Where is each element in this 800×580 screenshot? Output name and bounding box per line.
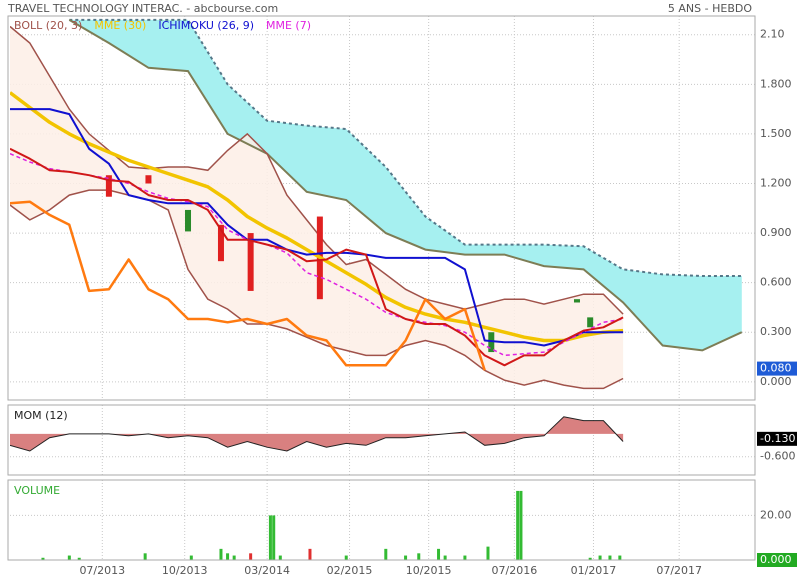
x-tick-label: 10/2015 (406, 564, 452, 577)
panel-1 (10, 405, 755, 475)
y-tick-label: 0.900 (760, 226, 792, 239)
momentum-area (10, 416, 624, 451)
last-value-box (757, 553, 797, 567)
volume-bar (437, 548, 441, 560)
x-tick-label: 07/2017 (656, 564, 702, 577)
y-tick-label: 0.300 (760, 325, 792, 338)
candle (185, 209, 192, 232)
x-tick-label: 02/2015 (327, 564, 373, 577)
volume-bar (272, 515, 276, 560)
panel-0 (10, 16, 755, 400)
chart-title: TRAVEL TECHNOLOGY INTERAC. - abcbourse.c… (7, 2, 278, 15)
candle (105, 175, 112, 197)
series-line (10, 91, 624, 343)
legend-entry: MME (7) (266, 19, 311, 32)
y-tick-label: 2.10 (760, 28, 785, 41)
panel-title: VOLUME (14, 484, 60, 497)
volume-bar (618, 555, 622, 560)
y-tick-label: 1.200 (760, 176, 792, 189)
x-tick-label: 07/2013 (79, 564, 125, 577)
cloud-upper-line (69, 18, 742, 277)
bollinger-lower (10, 189, 624, 390)
volume-bar (189, 555, 193, 560)
volume-bar (598, 555, 602, 560)
last-value-box (757, 361, 797, 376)
last-value-label: 0.000 (760, 553, 792, 566)
candle (573, 299, 580, 303)
momentum-line (10, 416, 624, 452)
volume-bar (516, 490, 520, 560)
bollinger-fill (10, 26, 624, 389)
volume-bar (519, 490, 523, 560)
panel-border (7, 15, 756, 401)
volume-bar (77, 557, 81, 560)
y-tick-label: 1.800 (760, 77, 792, 90)
legend-entry: ICHIMOKU (26, 9) (158, 19, 254, 32)
volume-bar (143, 553, 147, 560)
volume-bar (588, 557, 592, 560)
series-line (10, 200, 486, 371)
panel-border (7, 479, 756, 561)
y-tick-label: 1.500 (760, 127, 792, 140)
y-tick-label: 20.00 (760, 508, 792, 521)
series-line (10, 153, 624, 357)
candle (247, 233, 254, 291)
volume-bar (308, 548, 312, 560)
legend-entry: MME (30) (94, 19, 146, 32)
volume-bar (404, 555, 408, 560)
volume-bar (417, 553, 421, 560)
volume-bar (608, 555, 612, 560)
chart-subtitle: 5 ANS - HEBDO (668, 2, 752, 15)
y-tick-label: 0.000 (760, 375, 792, 388)
volume-bar (226, 553, 230, 560)
volume-bar (67, 555, 71, 560)
y-tick-label: -0.600 (760, 450, 795, 463)
volume-bar (443, 555, 447, 560)
volume-bar (384, 548, 388, 560)
volume-bar (344, 555, 348, 560)
panel-2 (10, 480, 755, 560)
last-value-label: -0.130 (760, 432, 795, 445)
series-line (10, 147, 624, 367)
y-tick-label: 0.600 (760, 276, 792, 289)
volume-bar (486, 546, 490, 560)
x-tick-label: 07/2016 (492, 564, 538, 577)
volume-bar (232, 555, 236, 560)
legend-entry: BOLL (20, 3) (14, 19, 82, 32)
volume-bar (278, 555, 282, 560)
volume-bar (41, 557, 45, 560)
volume-bar (268, 515, 272, 560)
x-tick-label: 01/2017 (571, 564, 617, 577)
x-tick-label: 10/2013 (162, 564, 208, 577)
cloud-lower-line (68, 19, 743, 352)
candle (587, 317, 594, 328)
panel-border (7, 404, 756, 476)
series-line (10, 108, 624, 347)
volume-bar (463, 555, 467, 560)
candle (217, 224, 224, 262)
panel-title: MOM (12) (14, 409, 68, 422)
last-value-box (757, 431, 797, 446)
candle (145, 175, 152, 184)
last-value-label: 0.080 (760, 362, 792, 375)
x-tick-label: 03/2014 (244, 564, 290, 577)
volume-bar (249, 553, 253, 560)
volume-bar (219, 548, 223, 560)
candle (488, 332, 495, 353)
